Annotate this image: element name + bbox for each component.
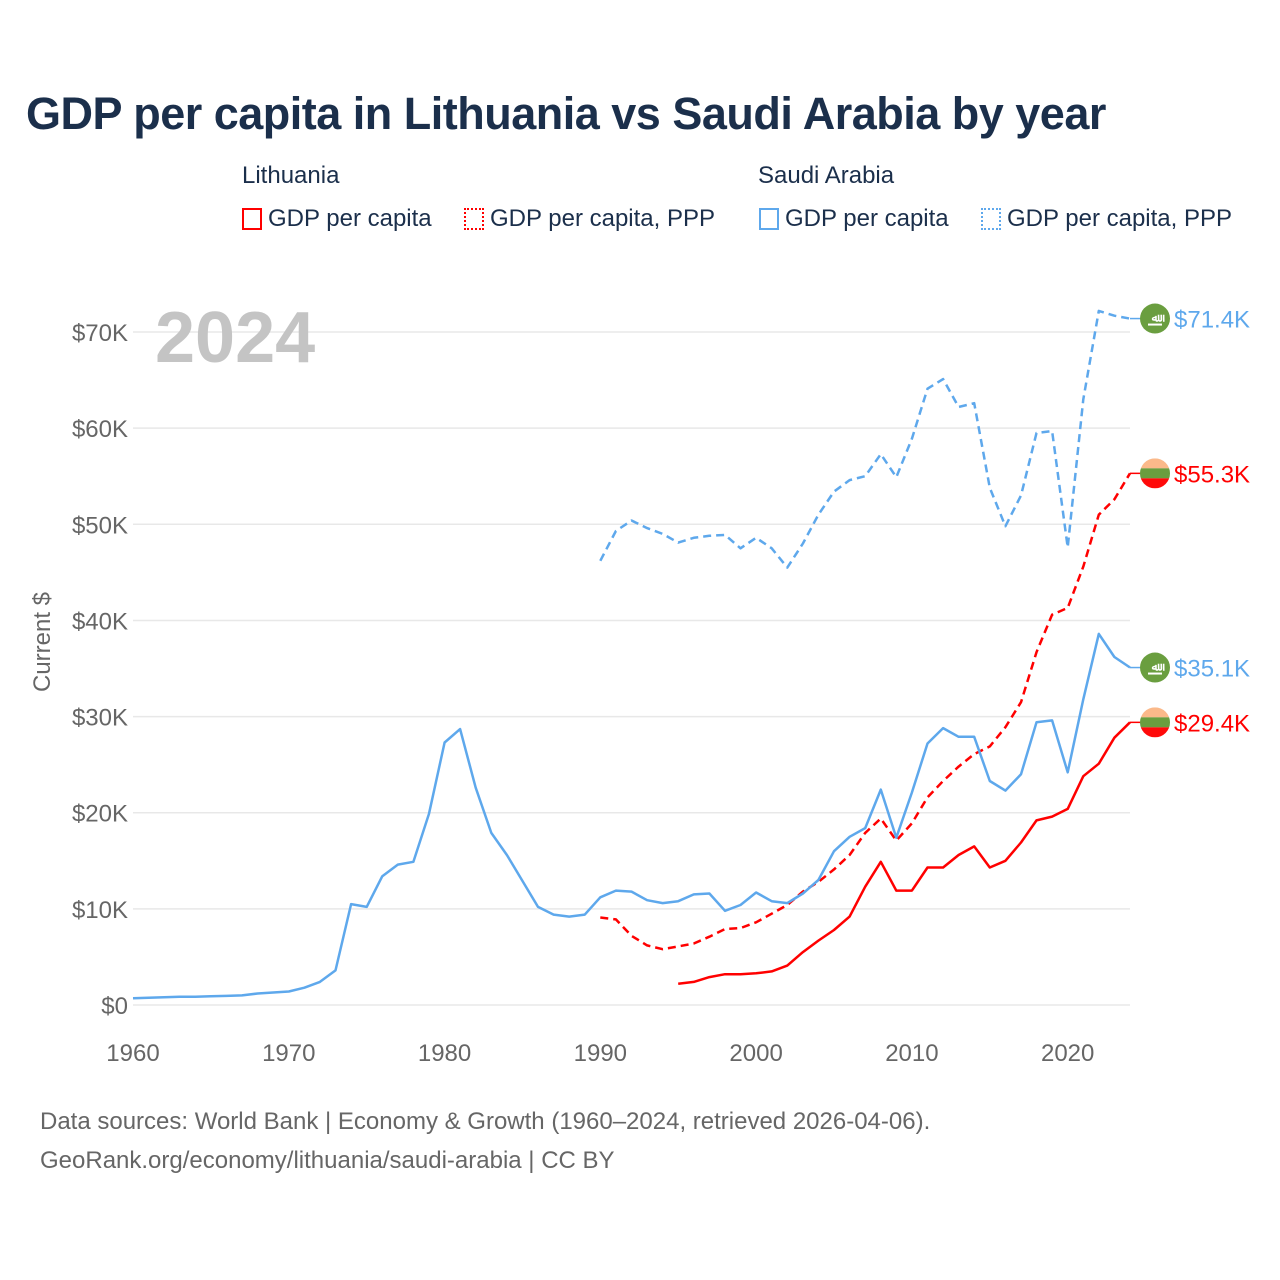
y-tick-label: $50K	[72, 512, 128, 539]
chart-title: GDP per capita in Lithuania vs Saudi Ara…	[26, 88, 1106, 139]
end-value-label: $55.3K	[1174, 461, 1250, 488]
flag-stripe-yellow	[1140, 707, 1170, 718]
flag-stripe-green	[1140, 717, 1170, 728]
y-axis-label: Current $	[29, 592, 56, 692]
legend-swatch-solid-red	[242, 208, 262, 230]
flag-stripe-yellow	[1140, 458, 1170, 469]
line-chart: $0 $10K $20K $30K $40K $50K $60K $70K 1960 1970 19…	[29, 298, 1250, 1067]
x-tick-label: 2010	[885, 1040, 938, 1067]
x-tick-label: 1970	[262, 1040, 315, 1067]
legend-group-lithuania: Lithuania	[242, 162, 340, 189]
end-value-label: $29.4K	[1174, 710, 1250, 737]
x-tick-label: 2000	[729, 1040, 782, 1067]
x-tick-label: 1990	[574, 1040, 627, 1067]
legend-swatch-dotted-red	[464, 208, 484, 230]
flag-field	[1140, 652, 1170, 683]
y-tick-label: $0	[101, 993, 128, 1020]
y-tick-label: $20K	[72, 801, 128, 828]
y-tick-label: $30K	[72, 705, 128, 732]
source-line-1: Data sources: World Bank | Economy & Gro…	[40, 1108, 931, 1135]
series-line-saudi-arabia-gdp-per-capita-ppp	[599, 309, 1131, 569]
x-tick-label: 1960	[106, 1040, 159, 1067]
y-tick-label: $40K	[72, 608, 128, 635]
x-tick-label: 1980	[418, 1040, 471, 1067]
flag-stripe-green	[1140, 468, 1170, 479]
flag-sword	[1148, 323, 1162, 326]
x-tick-label: 2020	[1041, 1040, 1094, 1067]
legend-swatch-solid-blue	[759, 208, 779, 230]
y-tick-label: $60K	[72, 416, 128, 443]
saudi-arabia-flag-icon: ﷲ	[1140, 303, 1170, 334]
legend-item-lithuania-ppp[interactable]: GDP per capita, PPP	[464, 205, 715, 233]
legend-label: GDP per capita	[785, 205, 949, 232]
end-value-label: $35.1K	[1174, 656, 1250, 683]
legend-label: GDP per capita, PPP	[490, 205, 715, 232]
legend-item-saudi-ppp[interactable]: GDP per capita, PPP	[981, 205, 1232, 233]
flag-stripe-red	[1140, 478, 1170, 489]
legend-swatch-dotted-blue	[981, 208, 1001, 230]
series-line-saudi-arabia-gdp-per-capita	[132, 632, 1131, 1000]
legend-item-saudi-gdp[interactable]: GDP per capita	[759, 205, 949, 233]
saudi-arabia-flag-icon: ﷲ	[1140, 652, 1170, 683]
legend-label: GDP per capita	[268, 205, 432, 232]
year-watermark: 2024	[155, 298, 315, 378]
series-line-lithuania-gdp-per-capita	[678, 721, 1131, 986]
legend-group-saudi-arabia: Saudi Arabia	[758, 162, 895, 189]
source-line-2[interactable]: GeoRank.org/economy/lithuania/saudi-arab…	[40, 1147, 615, 1174]
flag-stripe-red	[1140, 727, 1170, 738]
flag-sword	[1148, 672, 1162, 675]
legend-item-lithuania-gdp[interactable]: GDP per capita	[242, 205, 432, 233]
lithuania-flag-icon	[1140, 458, 1170, 489]
y-tick-label: $10K	[72, 897, 128, 924]
series-line-lithuania-gdp-per-capita-ppp	[600, 472, 1132, 951]
legend-label: GDP per capita, PPP	[1007, 205, 1232, 232]
flag-field	[1140, 303, 1170, 334]
lithuania-flag-icon	[1140, 707, 1170, 738]
end-value-label: $71.4K	[1174, 307, 1250, 334]
y-tick-label: $70K	[72, 320, 128, 347]
